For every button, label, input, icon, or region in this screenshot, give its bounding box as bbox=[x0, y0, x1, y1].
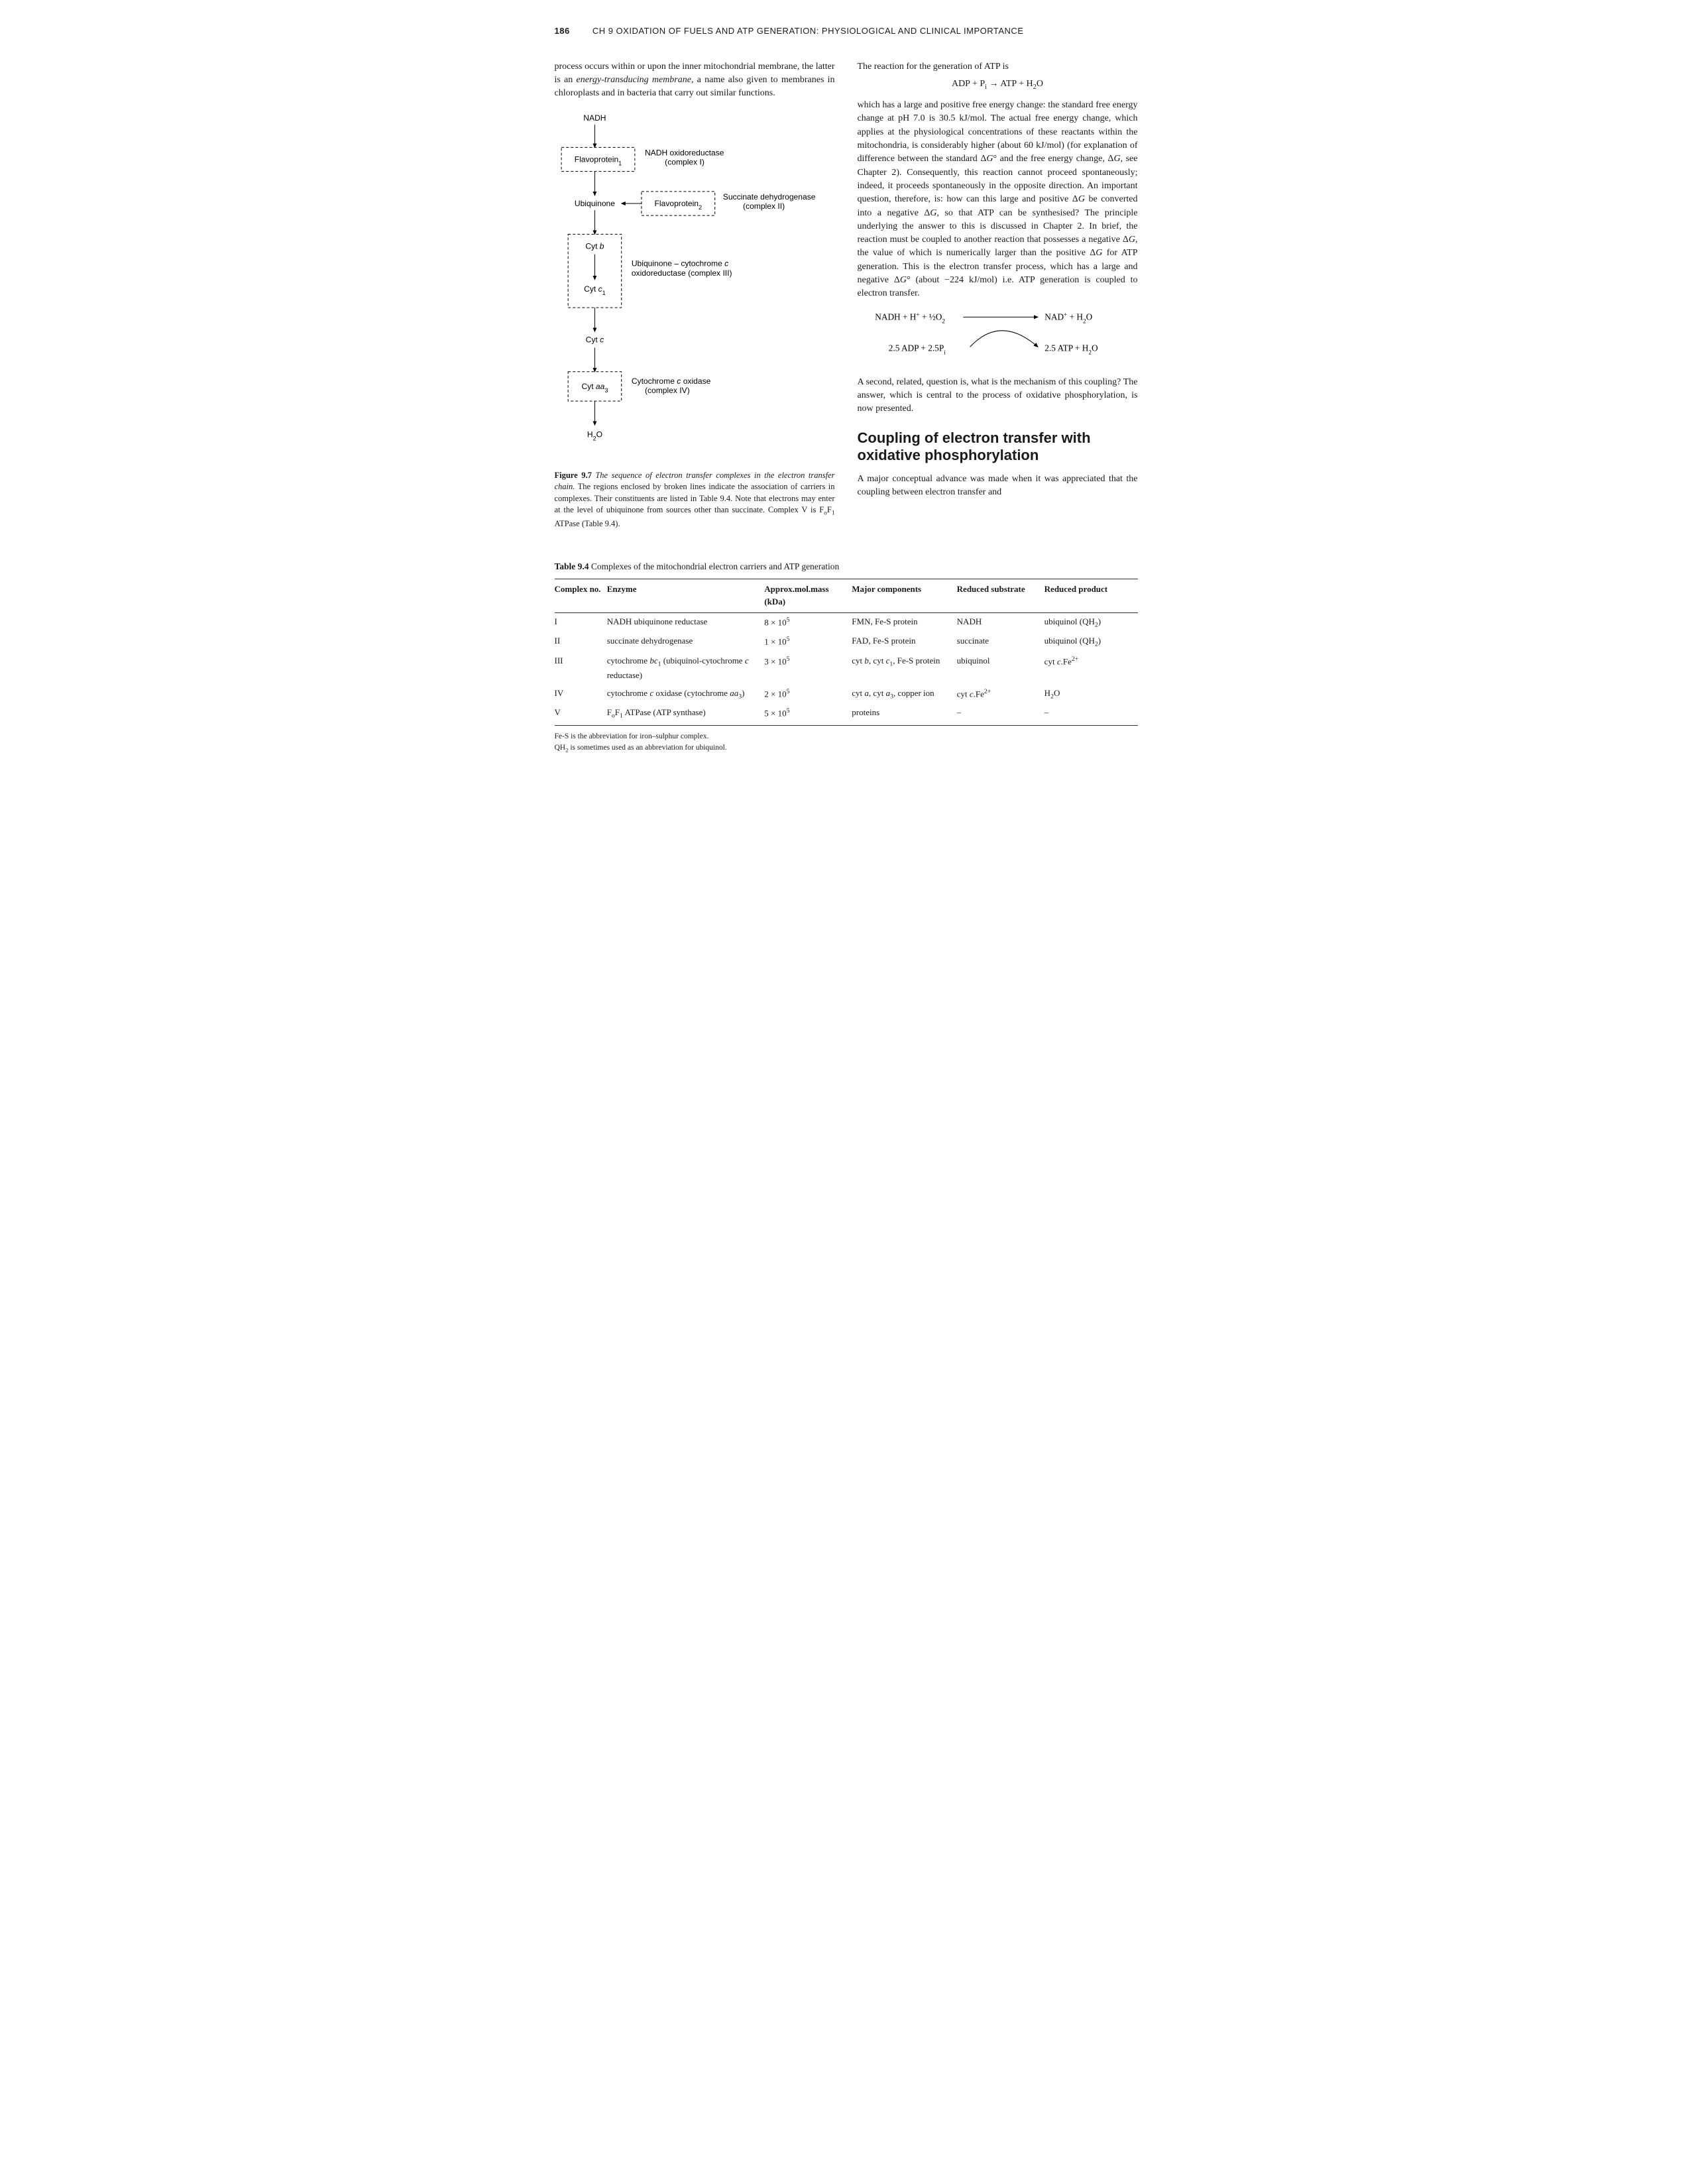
intro-paragraph: process occurs within or upon the inner … bbox=[555, 60, 835, 101]
table-cell: ubiquinol (QH2) bbox=[1044, 632, 1138, 652]
table-cell: ubiquinol bbox=[957, 652, 1044, 685]
table-cell: 2 × 105 bbox=[764, 685, 852, 705]
figure-caption: Figure 9.7 The sequence of electron tran… bbox=[555, 470, 835, 530]
figure-9-7: NADH Flavoprotein1 NADH oxidoreductase (… bbox=[555, 109, 835, 461]
right-column: The reaction for the generation of ATP i… bbox=[858, 60, 1138, 530]
coupling-bot-right: 2.5 ATP + H2O bbox=[1045, 343, 1099, 355]
coupling-top-right: NAD+ + H2O bbox=[1045, 311, 1093, 324]
col-header: Approx.mol.mass (kDa) bbox=[764, 579, 852, 612]
table-body: INADH ubiquinone reductase8 × 105FMN, Fe… bbox=[555, 612, 1138, 725]
table-row: IVcytochrome c oxidase (cytochrome aa3)2… bbox=[555, 685, 1138, 705]
coupling-top-left: NADH + H+ + ½O2 bbox=[875, 311, 946, 324]
table-cell: 1 × 105 bbox=[764, 632, 852, 652]
col-header: Reduced substrate bbox=[957, 579, 1044, 612]
col-header: Reduced product bbox=[1044, 579, 1138, 612]
node-flavoprotein2: Flavoprotein2 bbox=[654, 199, 702, 211]
table-cell: I bbox=[555, 612, 607, 632]
running-head: 186 CH 9 OXIDATION OF FUELS AND ATP GENE… bbox=[555, 25, 1138, 38]
label-complex4: Cytochrome c oxidase (complex IV) bbox=[631, 376, 712, 395]
table-note: Fe-S is the abbreviation for iron–sulphu… bbox=[555, 731, 1138, 742]
table-cell: III bbox=[555, 652, 607, 685]
label-complex1: NADH oxidoreductase (complex I) bbox=[644, 148, 726, 166]
table-cell: 8 × 105 bbox=[764, 612, 852, 632]
figure-svg: NADH Flavoprotein1 NADH oxidoreductase (… bbox=[555, 109, 835, 456]
table-header-row: Complex no. Enzyme Approx.mol.mass (kDa)… bbox=[555, 579, 1138, 612]
body-columns: process occurs within or upon the inner … bbox=[555, 60, 1138, 530]
table-cell: cytochrome bc1 (ubiquinol-cytochrome c r… bbox=[607, 652, 765, 685]
col-header: Enzyme bbox=[607, 579, 765, 612]
free-energy-paragraph: which has a large and positive free ener… bbox=[858, 99, 1138, 300]
table-cell: – bbox=[957, 704, 1044, 725]
table-cell: FAD, Fe-S protein bbox=[852, 632, 956, 652]
table-9-4: Complex no. Enzyme Approx.mol.mass (kDa)… bbox=[555, 579, 1138, 726]
table-cell: 3 × 105 bbox=[764, 652, 852, 685]
node-flavoprotein1: Flavoprotein1 bbox=[574, 154, 622, 166]
table-row: IIsuccinate dehydrogenase1 × 105FAD, Fe-… bbox=[555, 632, 1138, 652]
node-nadh: NADH bbox=[583, 113, 606, 123]
table-cell: cyt b, cyt c1, Fe-S protein bbox=[852, 652, 956, 685]
table-note: QH2 is sometimes used as an abbreviation… bbox=[555, 742, 1138, 754]
node-cytc1: Cyt c1 bbox=[584, 284, 606, 296]
table-cell: FMN, Fe-S protein bbox=[852, 612, 956, 632]
mechanism-question-paragraph: A second, related, question is, what is … bbox=[858, 376, 1138, 416]
node-cytb: Cyt b bbox=[585, 241, 604, 251]
atp-equation: ADP + Pi → ATP + H2O bbox=[858, 78, 1138, 92]
table-cell: ubiquinol (QH2) bbox=[1044, 612, 1138, 632]
table-cell: succinate bbox=[957, 632, 1044, 652]
node-cytaa3: Cyt aa3 bbox=[581, 382, 608, 394]
node-ubiquinone: Ubiquinone bbox=[574, 199, 614, 208]
coupling-diagram: NADH + H+ + ½O2 NAD+ + H2O 2.5 ADP + 2.5… bbox=[858, 308, 1138, 367]
table-cell: NADH ubiquinone reductase bbox=[607, 612, 765, 632]
table-cell: NADH bbox=[957, 612, 1044, 632]
table-cell: IV bbox=[555, 685, 607, 705]
table-cell: II bbox=[555, 632, 607, 652]
table-cell: FoF1 ATPase (ATP synthase) bbox=[607, 704, 765, 725]
node-cytc: Cyt c bbox=[585, 335, 604, 344]
lead-line: The reaction for the generation of ATP i… bbox=[858, 60, 1138, 74]
table-cell: succinate dehydrogenase bbox=[607, 632, 765, 652]
table-title: Table 9.4 Complexes of the mitochondrial… bbox=[555, 560, 1138, 573]
table-cell: cyt c.Fe2+ bbox=[957, 685, 1044, 705]
left-column: process occurs within or upon the inner … bbox=[555, 60, 835, 530]
table-cell: V bbox=[555, 704, 607, 725]
page-number: 186 bbox=[555, 26, 570, 36]
node-h2o: H2O bbox=[587, 430, 602, 441]
table-cell: cytochrome c oxidase (cytochrome aa3) bbox=[607, 685, 765, 705]
table-row: INADH ubiquinone reductase8 × 105FMN, Fe… bbox=[555, 612, 1138, 632]
table-cell: cyt c.Fe2+ bbox=[1044, 652, 1138, 685]
label-complex3: Ubiquinone – cytochrome c oxidoreductase… bbox=[631, 259, 732, 277]
chapter-title: CH 9 OXIDATION OF FUELS AND ATP GENERATI… bbox=[592, 26, 1024, 36]
coupling-bot-left: 2.5 ADP + 2.5Pi bbox=[889, 343, 946, 355]
col-header: Complex no. bbox=[555, 579, 607, 612]
col-header: Major components bbox=[852, 579, 956, 612]
table-cell: – bbox=[1044, 704, 1138, 725]
table-cell: proteins bbox=[852, 704, 956, 725]
section-heading: Coupling of electron transfer with oxida… bbox=[858, 430, 1138, 465]
table-cell: cyt a, cyt a3, copper ion bbox=[852, 685, 956, 705]
label-complex2: Succinate dehydrogenase (complex II) bbox=[722, 192, 817, 211]
table-cell: H2O bbox=[1044, 685, 1138, 705]
table-row: IIIcytochrome bc1 (ubiquinol-cytochrome … bbox=[555, 652, 1138, 685]
table-row: VFoF1 ATPase (ATP synthase)5 × 105protei… bbox=[555, 704, 1138, 725]
coupling-intro-paragraph: A major conceptual advance was made when… bbox=[858, 473, 1138, 500]
table-notes: Fe-S is the abbreviation for iron–sulphu… bbox=[555, 731, 1138, 754]
table-cell: 5 × 105 bbox=[764, 704, 852, 725]
